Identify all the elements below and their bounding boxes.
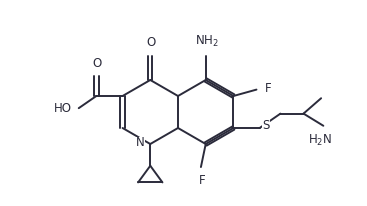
- Text: F: F: [265, 82, 271, 95]
- Text: O: O: [147, 36, 156, 49]
- Text: NH$_2$: NH$_2$: [195, 33, 219, 48]
- Text: H$_2$N: H$_2$N: [308, 133, 332, 148]
- Text: F: F: [199, 174, 205, 187]
- Text: S: S: [262, 119, 269, 132]
- Text: N: N: [136, 137, 145, 150]
- Text: HO: HO: [54, 102, 72, 115]
- Text: O: O: [93, 57, 102, 70]
